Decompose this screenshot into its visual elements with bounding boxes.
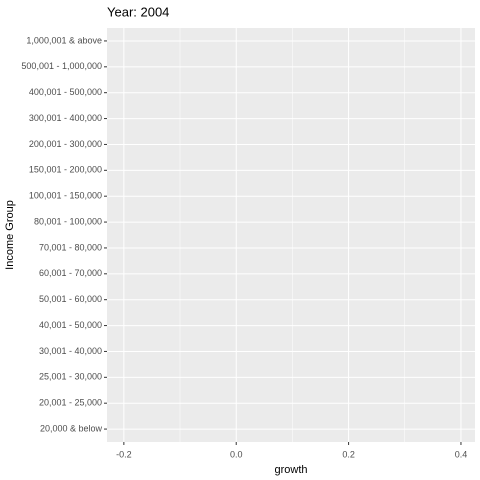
y-tick-label: 20,001 - 25,000 [39,398,102,408]
y-tick-label: 50,001 - 60,000 [39,294,102,304]
y-tick-label: 30,001 - 40,000 [39,346,102,356]
x-tick-label: 0.2 [342,449,355,459]
x-tick-label: 0.4 [455,449,468,459]
y-tick-label: 100,001 - 150,000 [29,191,102,201]
y-tick-label: 60,001 - 70,000 [39,268,102,278]
y-tick-label: 300,001 - 400,000 [29,113,102,123]
x-tick-label: -0.2 [116,449,132,459]
y-tick-label: 150,001 - 200,000 [29,165,102,175]
panel [107,28,475,442]
y-tick-label: 20,000 & below [40,423,103,433]
y-tick-label: 200,001 - 300,000 [29,139,102,149]
y-tick-label: 500,001 - 1,000,000 [21,61,102,71]
x-axis-title: growth [274,464,307,476]
chart-title: Year: 2004 [107,4,169,19]
y-tick-label: 1,000,001 & above [26,35,102,45]
y-tick-label: 70,001 - 80,000 [39,242,102,252]
y-tick-label: 400,001 - 500,000 [29,87,102,97]
y-axis-title: Income Group [4,200,16,270]
y-tick-label: 40,001 - 50,000 [39,320,102,330]
x-tick-label: 0.0 [230,449,243,459]
y-tick-label: 80,001 - 100,000 [34,216,102,226]
y-tick-label: 25,001 - 30,000 [39,372,102,382]
